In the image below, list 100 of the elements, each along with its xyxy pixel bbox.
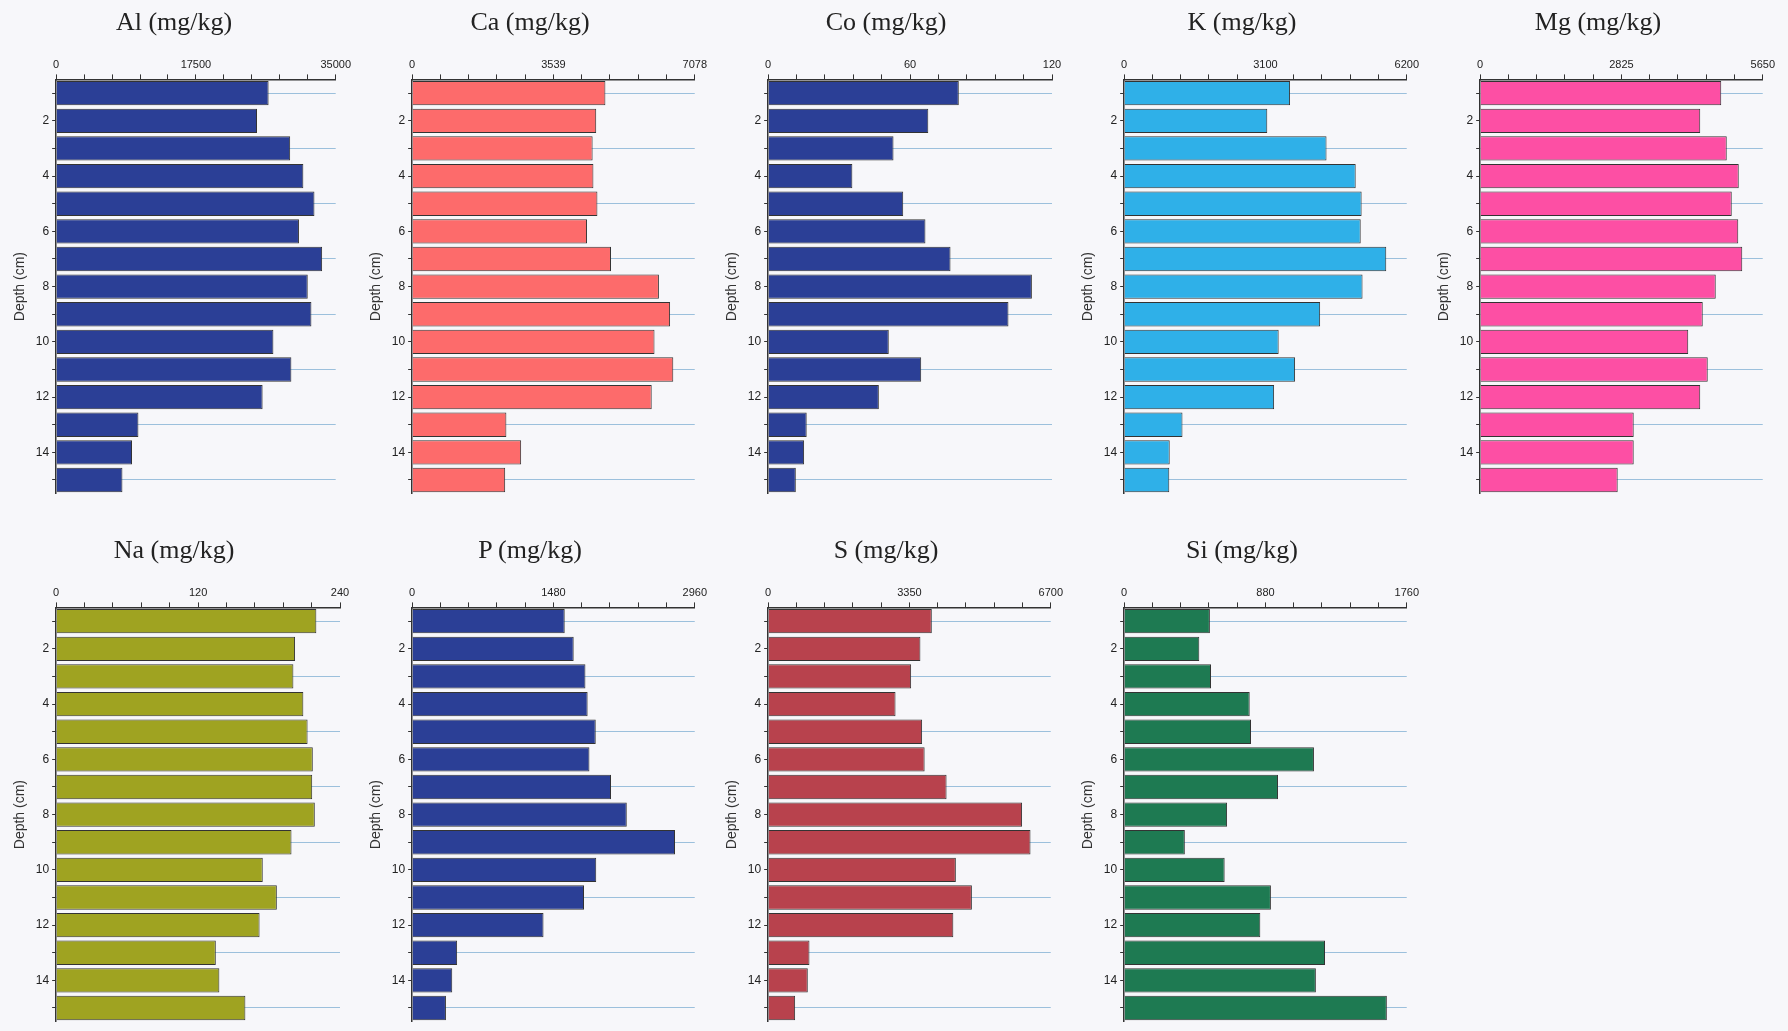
y-tick-label: 8 [42,806,50,821]
y-tick-label: 8 [398,278,406,293]
x-tick-label: 2960 [682,585,708,598]
y-tick-label: 2 [42,641,50,656]
y-axis-title: Depth (cm) [723,251,740,322]
x-tick-label: 120 [1042,57,1062,70]
x-tick-label: 6200 [1394,57,1420,70]
y-tick-label: 12 [391,389,406,404]
x-tick-label: 2825 [1609,57,1634,70]
chart-title: Ca (mg/kg) [470,7,590,37]
y-tick-label: 14 [391,972,406,987]
y-tick-label: 10 [391,334,406,349]
y-axis-title: Depth (cm) [1435,251,1452,322]
x-tick-label: 0 [1121,585,1128,598]
x-tick-label: 240 [330,585,350,598]
x-tick-label: 1480 [541,585,566,598]
y-tick-label: 10 [391,862,406,877]
y-tick-label: 12 [1103,389,1118,404]
y-tick-label: 12 [747,917,762,932]
y-tick-label: 10 [747,334,762,349]
y-tick-label: 6 [754,751,762,766]
chart-title: K (mg/kg) [1187,7,1297,37]
y-tick-label: 14 [1103,444,1118,459]
y-tick-label: 8 [42,278,50,293]
y-tick-label: 8 [754,806,762,821]
y-axis-title: Depth (cm) [367,779,384,850]
x-tick-label: 0 [1477,57,1484,70]
y-tick-label: 10 [1459,334,1474,349]
y-axis-title: Depth (cm) [11,251,28,322]
y-tick-label: 4 [1110,696,1118,711]
y-tick-label: 6 [1466,223,1474,238]
y-tick-label: 4 [42,696,50,711]
x-tick-label: 0 [53,585,60,598]
y-tick-label: 14 [1459,444,1474,459]
y-tick-label: 12 [35,389,50,404]
y-tick-label: 12 [747,389,762,404]
x-tick-label: 35000 [320,57,351,70]
y-tick-label: 14 [35,972,50,987]
y-tick-label: 2 [42,113,50,128]
y-axis-title: Depth (cm) [11,779,28,850]
y-tick-label: 6 [754,223,762,238]
x-tick-label: 3539 [541,57,566,70]
x-tick-label: 0 [1121,57,1128,70]
y-tick-label: 4 [754,696,762,711]
y-tick-label: 2 [1110,113,1118,128]
y-tick-label: 12 [35,917,50,932]
y-tick-label: 4 [1110,168,1118,183]
x-tick-label: 0 [765,57,772,70]
y-tick-label: 10 [35,334,50,349]
y-tick-label: 10 [1103,862,1118,877]
y-tick-label: 4 [754,168,762,183]
chart-title: S (mg/kg) [833,535,939,565]
y-tick-label: 6 [398,223,406,238]
y-tick-label: 8 [1466,278,1474,293]
y-tick-label: 12 [391,917,406,932]
y-axis-title: Depth (cm) [367,251,384,322]
y-tick-label: 2 [398,641,406,656]
y-tick-label: 4 [42,168,50,183]
x-tick-label: 880 [1256,585,1275,598]
y-tick-label: 4 [398,696,406,711]
x-tick-label: 5650 [1750,57,1776,70]
y-tick-label: 2 [754,113,762,128]
y-tick-label: 6 [398,751,406,766]
y-tick-label: 8 [398,806,406,821]
chart-title: Si (mg/kg) [1186,535,1298,565]
x-tick-label: 7078 [682,57,708,70]
x-tick-label: 0 [409,57,416,70]
y-tick-label: 8 [1110,806,1118,821]
y-tick-label: 6 [1110,223,1118,238]
y-tick-label: 6 [1110,751,1118,766]
chart-title: Co (mg/kg) [825,7,947,37]
y-tick-label: 14 [1103,972,1118,987]
y-axis-title: Depth (cm) [1079,779,1096,850]
y-tick-label: 2 [1466,113,1474,128]
y-tick-label: 10 [35,862,50,877]
chart-title: Na (mg/kg) [113,535,235,565]
y-tick-label: 10 [1103,334,1118,349]
x-tick-label: 3100 [1253,57,1278,70]
y-tick-label: 14 [35,444,50,459]
x-tick-label: 3350 [897,585,922,598]
x-tick-label: 0 [53,57,60,70]
chart-title: P (mg/kg) [478,535,582,565]
x-tick-label: 120 [188,585,208,598]
y-axis-title: Depth (cm) [1079,251,1096,322]
y-axis-title: Depth (cm) [723,779,740,850]
y-tick-label: 8 [754,278,762,293]
x-tick-label: 1760 [1394,585,1420,598]
y-tick-label: 2 [398,113,406,128]
x-tick-label: 17500 [180,57,212,70]
y-tick-label: 2 [1110,641,1118,656]
chart-title: Mg (mg/kg) [1534,7,1662,37]
y-tick-label: 6 [42,751,50,766]
x-tick-label: 0 [765,585,772,598]
y-tick-label: 14 [747,972,762,987]
y-tick-label: 4 [398,168,406,183]
y-tick-label: 2 [754,641,762,656]
x-tick-label: 60 [903,57,917,70]
y-tick-label: 12 [1459,389,1474,404]
x-tick-label: 6700 [1038,585,1064,598]
y-tick-label: 14 [747,444,762,459]
